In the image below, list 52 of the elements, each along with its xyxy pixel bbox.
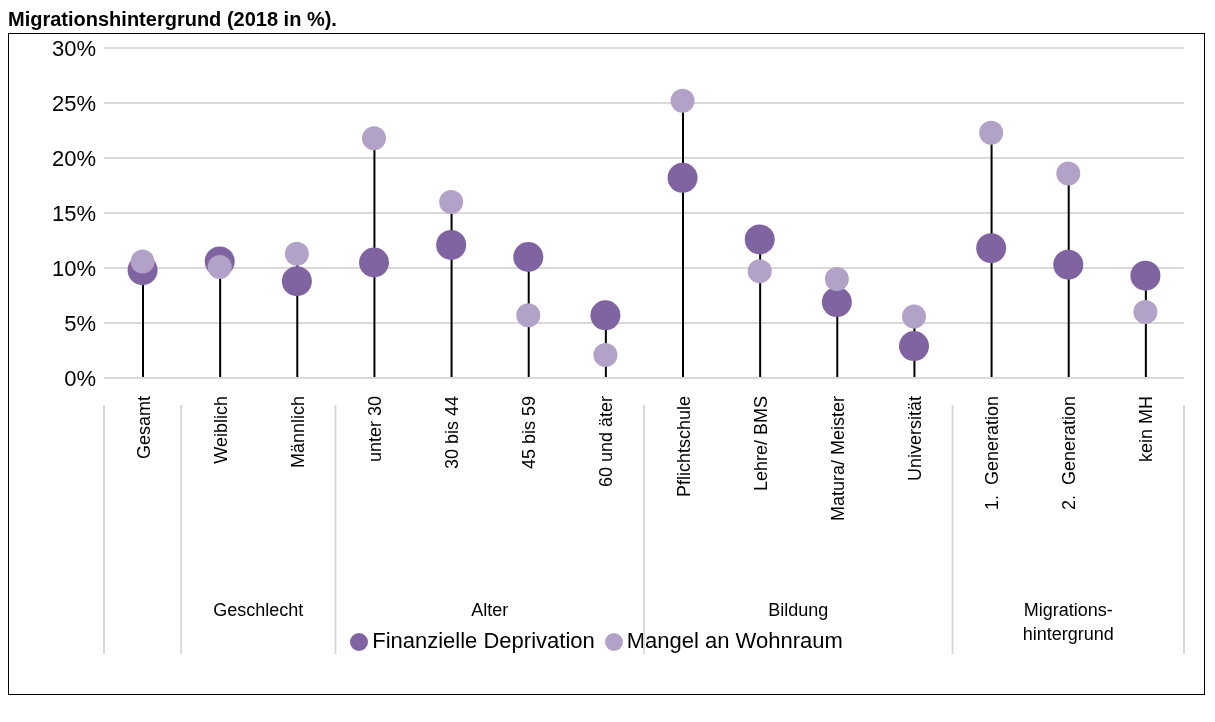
chart-title: Migrationshintergrund (2018 in %).: [8, 8, 338, 31]
point: [439, 190, 464, 214]
x-tick-label: Gesamt: [133, 396, 154, 460]
point: [593, 342, 618, 367]
x-tick-label: 60 und äter: [596, 396, 617, 488]
point: [667, 162, 698, 193]
point: [281, 266, 312, 297]
point: [516, 303, 541, 328]
y-tick-label: 10%: [51, 255, 96, 281]
point: [284, 241, 309, 266]
y-tick-label: 25%: [51, 90, 96, 116]
point: [1133, 300, 1158, 324]
point: [899, 331, 929, 362]
x-tick-label: 2. Generation: [1059, 396, 1080, 511]
text: Migrations-hintergrund: [1022, 600, 1114, 644]
x-tick-label: Pflichtschule: [673, 396, 694, 498]
point: [979, 120, 1004, 145]
point: [824, 267, 849, 291]
point: [976, 233, 1007, 264]
x-tick-label: kein MH: [1136, 396, 1157, 463]
point: [359, 247, 389, 278]
y-tick-label: 15%: [51, 200, 96, 226]
point: [744, 224, 775, 255]
x-tick-label: Weiblich: [210, 396, 231, 464]
point: [670, 88, 695, 113]
text: Bildung: [768, 600, 829, 620]
point: [1056, 161, 1081, 186]
text: Geschlecht: [213, 600, 304, 620]
x-tick-label: Matura/ Meister: [827, 396, 848, 522]
point: [1053, 249, 1084, 280]
point: [590, 300, 621, 331]
x-tick-label: 30 bis 44: [442, 396, 463, 470]
text: Alter: [471, 600, 509, 620]
y-tick-label: 30%: [51, 35, 96, 61]
legend-label: Mangel an Wohnraum: [626, 628, 843, 653]
y-tick-label: 20%: [51, 145, 96, 171]
x-tick-label: Männlich: [287, 396, 308, 469]
x-tick-label: unter 30: [365, 396, 385, 463]
y-tick-label: 5%: [64, 310, 96, 336]
y-tick-label: 0%: [64, 365, 96, 391]
x-tick-label: 1. Generation: [982, 396, 1003, 511]
point: [1130, 260, 1161, 291]
point: [513, 242, 544, 272]
point: [747, 259, 772, 284]
legend-label: Finanzielle Deprivation: [372, 628, 595, 653]
point: [436, 229, 467, 260]
x-tick-label: Universität: [905, 396, 925, 482]
point: [821, 287, 852, 318]
point: [902, 304, 926, 329]
point: [362, 126, 386, 151]
x-tick-label: Lehre/ BMS: [750, 396, 771, 492]
x-tick-label: 45 bis 59: [519, 396, 540, 470]
